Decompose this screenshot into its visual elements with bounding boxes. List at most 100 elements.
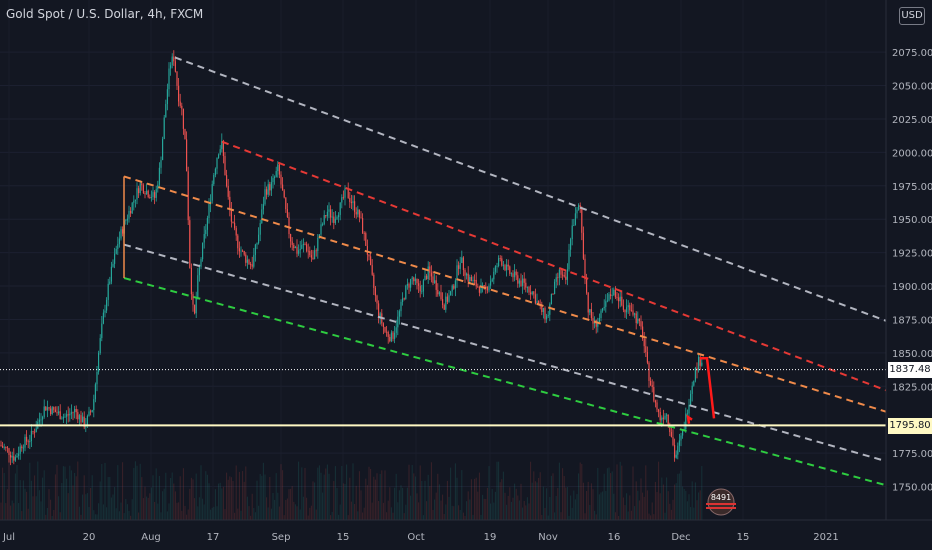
volume-bar bbox=[214, 489, 216, 520]
volume-bar bbox=[139, 463, 141, 520]
candle-body bbox=[333, 216, 335, 223]
candle-body bbox=[338, 214, 340, 218]
volume-bar bbox=[288, 489, 290, 520]
volume-bar bbox=[62, 466, 64, 520]
candle-body bbox=[269, 184, 271, 191]
time-tick-label: Jul bbox=[2, 532, 15, 543]
volume-bar bbox=[514, 483, 516, 520]
volume-bar bbox=[422, 515, 424, 520]
volume-bar bbox=[32, 496, 34, 520]
volume-bar bbox=[347, 515, 349, 520]
candle-body bbox=[198, 266, 200, 276]
candle-body bbox=[614, 289, 616, 298]
volume-bar bbox=[653, 514, 655, 520]
volume-bar bbox=[501, 479, 503, 520]
volume-bar bbox=[101, 463, 103, 520]
candle-body bbox=[544, 308, 546, 320]
candle-body bbox=[128, 211, 130, 219]
volume-bar bbox=[198, 497, 200, 520]
candle-body bbox=[66, 414, 68, 417]
price-axis[interactable]: 2075.00 2050.00 2025.00 2000.00 1975.00 1950.… bbox=[892, 48, 932, 493]
candle-body bbox=[650, 380, 652, 386]
candle-body bbox=[314, 250, 316, 260]
volume-bar bbox=[248, 506, 250, 520]
volume-bar bbox=[498, 461, 500, 520]
candle-body bbox=[672, 436, 674, 446]
candle-body bbox=[653, 387, 655, 401]
candle-body bbox=[648, 362, 650, 381]
candle-body bbox=[587, 292, 589, 313]
candle-body bbox=[645, 346, 647, 353]
volume-bar bbox=[427, 474, 429, 520]
candle-body bbox=[181, 105, 183, 109]
volume-bar bbox=[456, 477, 458, 520]
volume-bar bbox=[322, 492, 324, 520]
volume-bar bbox=[282, 470, 284, 520]
volume-bar bbox=[150, 487, 152, 520]
candle-body bbox=[667, 414, 669, 425]
volume-bar bbox=[539, 472, 541, 520]
upper-trend-line[interactable] bbox=[174, 56, 887, 322]
volume-bar bbox=[258, 505, 260, 520]
volume-bar bbox=[278, 506, 280, 520]
candle-body bbox=[635, 313, 637, 324]
resistance-trend-line[interactable] bbox=[221, 140, 887, 392]
volume-bar bbox=[534, 481, 536, 520]
candle-body bbox=[24, 436, 26, 448]
candle-body bbox=[360, 217, 362, 219]
mid-trend-line[interactable] bbox=[123, 175, 887, 413]
projection-arrows[interactable] bbox=[686, 356, 716, 424]
volume-bar bbox=[210, 509, 212, 520]
volume-bar bbox=[96, 514, 98, 520]
candle-body bbox=[99, 338, 101, 354]
candle-body bbox=[630, 310, 632, 312]
candle-body bbox=[510, 273, 512, 275]
candle-body bbox=[557, 277, 559, 279]
volume-bar bbox=[114, 487, 116, 520]
volume-bar bbox=[685, 490, 687, 520]
candle-body bbox=[112, 263, 114, 267]
volume-bar bbox=[405, 504, 407, 520]
volume-bar bbox=[680, 470, 682, 520]
horizontal-levels[interactable] bbox=[0, 369, 886, 427]
candle-body bbox=[373, 274, 375, 288]
volume-bar bbox=[158, 475, 160, 520]
candle-body bbox=[261, 209, 263, 224]
candle-body bbox=[306, 244, 308, 251]
volume-bar bbox=[590, 483, 592, 520]
candle-body bbox=[438, 292, 440, 295]
volume-bar bbox=[536, 482, 538, 520]
candle-body bbox=[440, 292, 442, 300]
volume-bar bbox=[144, 486, 146, 520]
candle-body bbox=[216, 158, 218, 169]
volume-bar bbox=[21, 511, 23, 520]
volume-bar bbox=[550, 475, 552, 520]
candle-body bbox=[69, 413, 71, 416]
volume-bar bbox=[611, 471, 613, 520]
volume-bar bbox=[610, 473, 612, 520]
volume-bar bbox=[624, 505, 626, 520]
currency-button[interactable]: USD bbox=[899, 7, 925, 25]
time-axis[interactable]: Jul 20 Aug 17 Sep 15 Oct 19 Nov 16 Dec 15 2021 bbox=[2, 532, 839, 543]
candle-body bbox=[387, 332, 389, 337]
candle-body bbox=[605, 301, 607, 307]
candle-body bbox=[434, 280, 436, 284]
volume-bar bbox=[179, 476, 181, 520]
current-price-tag: 1837.48 bbox=[888, 362, 932, 378]
volume-bar bbox=[147, 497, 149, 520]
volume-bar bbox=[323, 474, 325, 520]
symbol-title[interactable]: Gold Spot / U.S. Dollar, 4h, FXCM bbox=[6, 7, 204, 21]
candle-body bbox=[326, 211, 328, 217]
volume-bar bbox=[235, 465, 237, 520]
volume-bar bbox=[518, 500, 520, 520]
down-arrow[interactable] bbox=[700, 356, 716, 419]
candle-body bbox=[680, 435, 682, 441]
volume-bar bbox=[157, 503, 159, 520]
candle-body bbox=[515, 271, 517, 276]
volume-bar bbox=[506, 504, 508, 520]
volume-bar bbox=[186, 514, 188, 520]
candle-body bbox=[94, 384, 96, 400]
candle-body bbox=[64, 416, 66, 418]
up-arrow[interactable] bbox=[686, 414, 693, 424]
